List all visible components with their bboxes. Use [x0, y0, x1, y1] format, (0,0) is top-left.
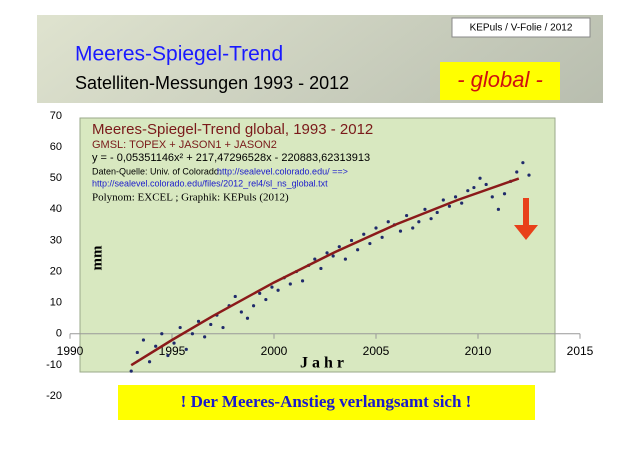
point: [300, 279, 305, 283]
point: [380, 235, 384, 239]
point: [135, 350, 139, 355]
point: [252, 304, 256, 308]
point: [466, 189, 470, 193]
point: [239, 310, 243, 314]
subtitle: Satelliten-Messungen 1993 - 2012: [75, 73, 349, 93]
annotation: http://sealevel.colorado.edu/files/2012_…: [92, 178, 328, 188]
point: [172, 341, 176, 345]
y-axis-label: mm: [89, 245, 105, 270]
point: [288, 282, 292, 286]
point: [460, 201, 464, 205]
point: [429, 217, 433, 221]
annotation: http://sealevel.colorado.edu/ ==>: [217, 166, 348, 176]
point: [527, 173, 531, 177]
badge: KEPuls / V-Folie / 2012: [470, 23, 573, 34]
y-tick-label: 0: [56, 328, 62, 340]
x-tick-label: 1995: [159, 344, 186, 358]
chart: -20 -10 0 10 20 30 40 50 60 70 1990 1995 2000 2005 201…: [46, 110, 594, 402]
point: [184, 347, 188, 351]
annotation: GMSL: TOPEX + JASON1 + JASON2: [92, 139, 277, 151]
arrow: [514, 198, 538, 240]
point: [325, 251, 329, 255]
point: [196, 319, 201, 323]
trend-line: [130, 177, 520, 367]
point: [405, 213, 409, 218]
point: [264, 297, 268, 302]
point: [221, 325, 225, 330]
x-tick-label: 2015: [567, 344, 594, 358]
point: [154, 344, 158, 348]
x-tick-label: 2010: [465, 344, 492, 358]
point: [276, 288, 280, 292]
point: [447, 204, 452, 208]
point: [386, 220, 390, 224]
chart-title: Meeres-Spiegel-Trend global, 1993 - 2012: [92, 121, 373, 138]
point: [313, 257, 317, 261]
point: [362, 232, 366, 236]
tag-box: [440, 62, 560, 100]
point: [515, 170, 519, 174]
point: [478, 176, 482, 180]
badge-box: [451, 17, 591, 38]
point: [423, 207, 427, 211]
point: [398, 229, 403, 233]
point: [435, 210, 439, 215]
point: [209, 322, 213, 327]
y-tick-label: -10: [46, 359, 62, 371]
point: [490, 195, 494, 199]
x-tick-label: 2005: [363, 344, 390, 358]
point: [521, 161, 525, 165]
point: [343, 257, 347, 261]
banner: ! Der Meeres-Anstieg verlangsamt sich !: [181, 392, 472, 411]
x-axis-label: J a h r: [300, 355, 344, 372]
point: [374, 226, 378, 230]
y-tick-label: 60: [50, 141, 62, 153]
plot-area: [79, 117, 556, 373]
y-tick-label: 40: [50, 203, 62, 215]
point: [411, 226, 415, 230]
point: [472, 185, 476, 190]
point: [178, 325, 182, 330]
y-tick-label: 30: [50, 234, 62, 246]
point: [349, 238, 354, 243]
tag: - global -: [457, 67, 543, 92]
banner-box: [118, 385, 535, 420]
point: [258, 291, 262, 295]
point: [319, 266, 323, 271]
y-tick-label: 20: [50, 265, 62, 277]
point: [203, 335, 207, 339]
y-tick-label: -20: [46, 390, 62, 402]
title: Meeres-Spiegel-Trend: [75, 43, 283, 66]
point: [502, 192, 507, 196]
x-tick-label: 1990: [57, 344, 84, 358]
annotation: Daten-Quelle: Univ. of Colorado:: [92, 166, 221, 176]
point: [356, 248, 360, 252]
point: [417, 220, 421, 224]
point: [129, 369, 133, 373]
point: [453, 195, 458, 199]
point: [484, 182, 488, 187]
point: [331, 254, 335, 258]
y-tick-label: 10: [50, 297, 62, 309]
point: [141, 338, 146, 342]
point: [368, 241, 372, 246]
point: [147, 360, 152, 364]
point: [496, 207, 500, 211]
y-tick-label: 70: [50, 110, 62, 122]
x-tick-label: 2000: [261, 344, 288, 358]
point: [233, 294, 237, 299]
point: [337, 245, 341, 249]
point: [441, 198, 445, 202]
point: [190, 332, 194, 336]
point: [245, 316, 250, 320]
y-tick-label: 50: [50, 172, 62, 184]
annotation: y = - 0,05351146x² + 217,47296528x - 220…: [92, 152, 370, 164]
annotation: Polynom: EXCEL ; Graphik: KEPuls (2012): [92, 192, 289, 204]
point: [166, 353, 170, 358]
point: [270, 285, 274, 289]
point: [160, 332, 164, 336]
